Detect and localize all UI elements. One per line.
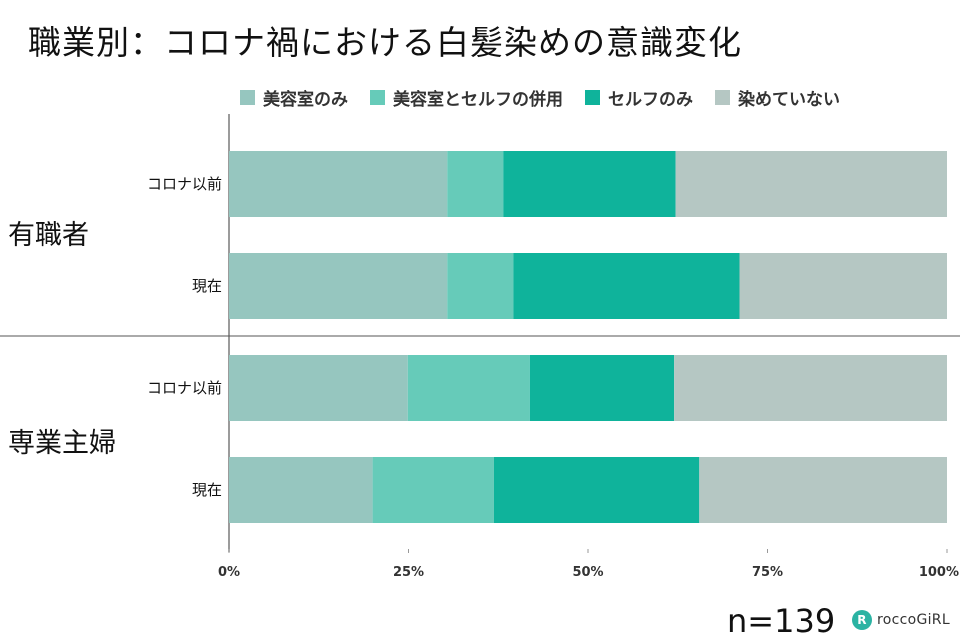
brand-logo: R roccoGiRL	[852, 610, 950, 630]
category-label: コロナ以前	[147, 175, 222, 193]
bar-segment	[229, 457, 373, 523]
bar-segment	[513, 253, 740, 319]
legend-item: セルフのみ	[585, 85, 693, 110]
chart-title: 職業別：コロナ禍における白髪染めの意識変化	[28, 23, 742, 62]
x-tick-label: 75%	[752, 565, 783, 580]
bar-segment	[529, 355, 675, 421]
bar-segment	[739, 253, 947, 319]
bar-segment	[675, 151, 947, 217]
legend-item: 美容室のみ	[240, 85, 348, 110]
bar-segment	[699, 457, 947, 523]
legend-label: 美容室のみ	[263, 89, 348, 110]
legend-swatch	[370, 89, 385, 105]
group-label: 専業主婦	[8, 428, 116, 459]
bar-segment	[229, 151, 448, 217]
category-label: 現在	[192, 481, 222, 499]
bar-segment	[229, 355, 408, 421]
sample-size-label: n=139	[727, 602, 836, 640]
category-label: 現在	[192, 277, 222, 295]
bar-segment	[447, 151, 504, 217]
logo-text: roccoGiRL	[877, 612, 950, 628]
bar-segment	[674, 355, 947, 421]
legend-swatch	[585, 89, 600, 105]
x-tick-label: 100%	[919, 565, 959, 580]
legend-item: 染めていない	[715, 85, 840, 110]
bar-segment	[372, 457, 494, 523]
x-tick-label: 0%	[218, 565, 240, 580]
x-tick-label: 50%	[572, 565, 603, 580]
legend-swatch	[715, 89, 730, 105]
bar-segment	[447, 253, 514, 319]
bar-segment	[229, 253, 448, 319]
legend-label: 染めていない	[738, 89, 840, 110]
bar-segment	[407, 355, 530, 421]
logo-mark-icon: R	[852, 610, 872, 630]
bar-segment	[503, 151, 676, 217]
legend-label: 美容室とセルフの併用	[393, 89, 563, 110]
legend-label: セルフのみ	[608, 89, 693, 110]
legend-swatch	[240, 89, 255, 105]
bar-segment	[493, 457, 700, 523]
group-label: 有職者	[8, 220, 89, 251]
x-tick-label: 25%	[393, 565, 424, 580]
legend-item: 美容室とセルフの併用	[370, 85, 563, 110]
category-label: コロナ以前	[147, 379, 222, 397]
legend: 美容室のみ 美容室とセルフの併用 セルフのみ 染めていない	[240, 85, 840, 110]
